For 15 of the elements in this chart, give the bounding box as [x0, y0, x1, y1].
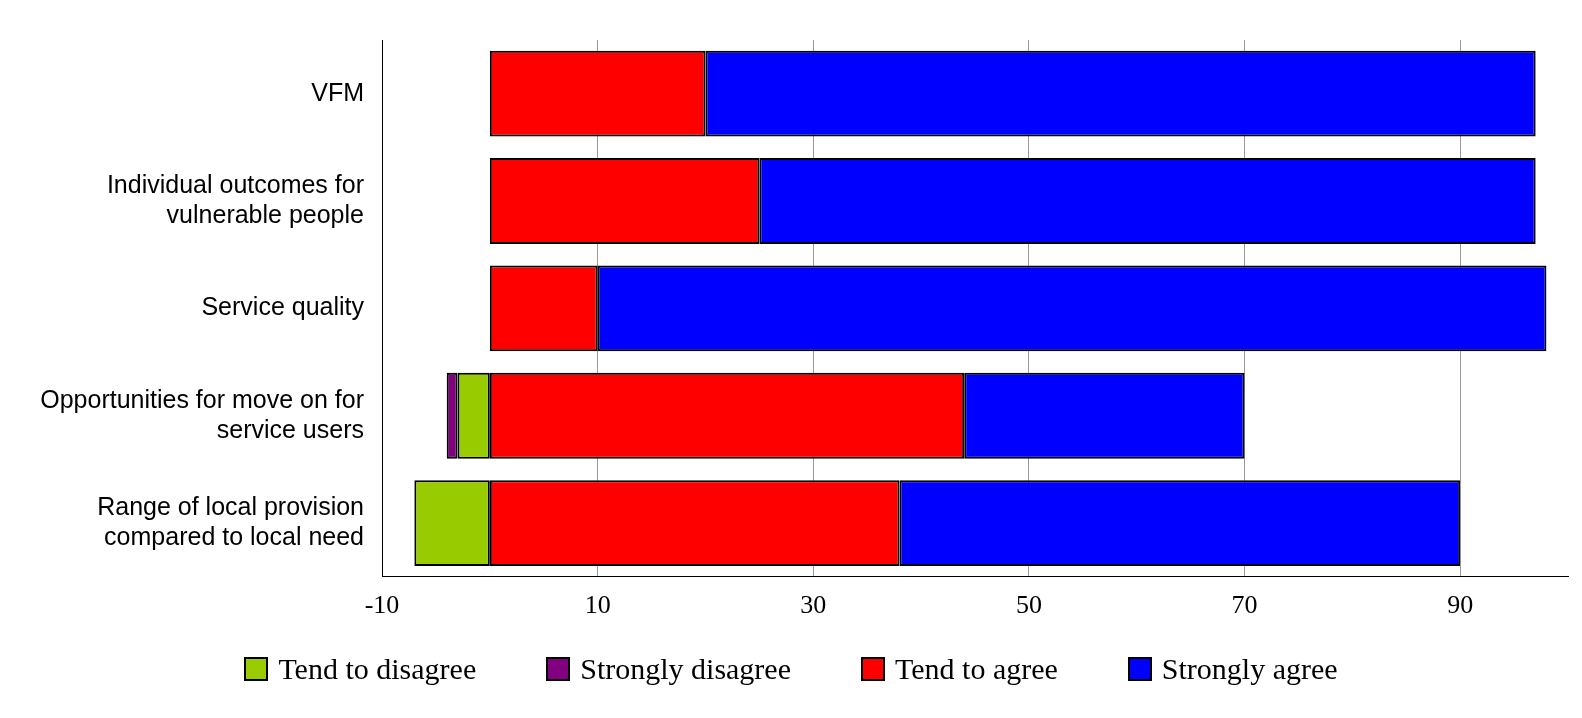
y-tick-label: Individual outcomes for vulnerable people	[106, 169, 364, 228]
legend-label: Tend to agree	[895, 652, 1058, 686]
y-tick-label: Service quality	[201, 292, 365, 321]
x-tick-label: 10	[584, 590, 611, 620]
legend-label: Tend to disagree	[278, 652, 477, 686]
y-tick-label: Range of local provision compared to local need	[97, 492, 364, 551]
x-tick-label: 70	[1231, 590, 1258, 620]
x-tick-label: 50	[1015, 590, 1042, 620]
text: Strongly agree	[1161, 652, 1338, 686]
y-tick-label: Opportunities for move on for service users	[40, 384, 364, 443]
x-tick-label: 90	[1447, 590, 1474, 620]
y-tick-label: VFM	[311, 77, 364, 106]
x-tick-label: -10	[364, 590, 400, 620]
legend-label: Strongly disagree	[580, 652, 791, 686]
x-tick-label: 30	[800, 590, 827, 620]
